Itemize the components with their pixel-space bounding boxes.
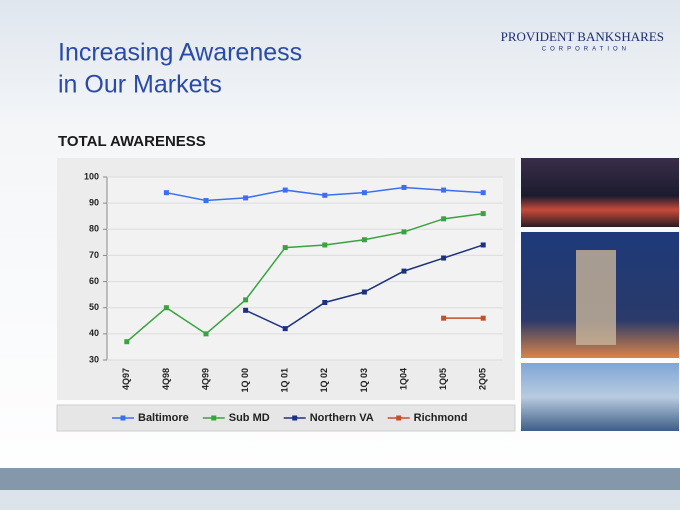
data-point bbox=[480, 211, 486, 217]
data-point bbox=[243, 297, 249, 303]
logo: PROVIDENT BANKSHARES bbox=[501, 29, 664, 44]
legend-marker bbox=[211, 415, 217, 421]
y-tick-label: 90 bbox=[89, 198, 99, 208]
footer-band bbox=[0, 468, 680, 490]
x-tick-label: 1Q 02 bbox=[319, 368, 329, 393]
legend-marker bbox=[120, 415, 126, 421]
data-point bbox=[480, 242, 486, 248]
data-point bbox=[322, 242, 328, 248]
y-tick-label: 40 bbox=[89, 328, 99, 338]
x-tick-label: 1Q 01 bbox=[280, 368, 290, 393]
x-tick-label: 1Q04 bbox=[398, 368, 408, 390]
x-tick-label: 1Q05 bbox=[438, 368, 448, 390]
y-tick-label: 70 bbox=[89, 250, 99, 260]
photo-building bbox=[576, 250, 616, 345]
y-tick-label: 30 bbox=[89, 354, 99, 364]
x-tick-label: 1Q 00 bbox=[240, 368, 250, 393]
data-point bbox=[361, 190, 367, 196]
legend-label: Northern VA bbox=[310, 412, 374, 424]
data-point bbox=[480, 190, 486, 196]
data-point bbox=[441, 187, 447, 193]
x-tick-label: 1Q 03 bbox=[359, 368, 369, 393]
y-tick-label: 100 bbox=[84, 171, 99, 181]
legend-label: Baltimore bbox=[138, 412, 189, 424]
data-point bbox=[401, 268, 407, 274]
data-point bbox=[441, 255, 447, 261]
footer-strip bbox=[0, 490, 680, 510]
y-tick-label: 80 bbox=[89, 224, 99, 234]
photo bbox=[521, 363, 679, 431]
data-point bbox=[480, 315, 486, 321]
data-point bbox=[243, 195, 249, 201]
data-point bbox=[441, 315, 447, 321]
data-point bbox=[282, 187, 288, 193]
slide-title: Increasing Awareness bbox=[58, 39, 302, 67]
slide-title: in Our Markets bbox=[58, 71, 222, 99]
data-point bbox=[282, 326, 288, 332]
data-point bbox=[322, 299, 328, 305]
legend-label: Richmond bbox=[414, 412, 468, 424]
y-tick-label: 50 bbox=[89, 302, 99, 312]
series-line bbox=[126, 212, 484, 343]
data-point bbox=[282, 245, 288, 251]
data-point bbox=[322, 192, 328, 198]
data-point bbox=[441, 216, 447, 222]
data-point bbox=[163, 305, 169, 311]
plot-area bbox=[107, 177, 503, 360]
x-tick-label: 4Q99 bbox=[200, 368, 210, 390]
data-point bbox=[203, 331, 209, 337]
legend-label: Sub MD bbox=[229, 412, 270, 424]
logo-sub: CORPORATION bbox=[542, 47, 630, 53]
chart-title: TOTAL AWARENESS bbox=[58, 133, 206, 150]
data-point bbox=[243, 307, 249, 313]
x-tick-label: 4Q97 bbox=[121, 368, 131, 390]
photo bbox=[521, 158, 679, 227]
data-point bbox=[401, 229, 407, 235]
x-tick-label: 2Q05 bbox=[478, 368, 488, 390]
data-point bbox=[203, 198, 209, 204]
data-point bbox=[361, 237, 367, 243]
legend-marker bbox=[292, 415, 298, 421]
data-point bbox=[163, 190, 169, 196]
data-point bbox=[401, 184, 407, 190]
legend-marker bbox=[396, 415, 402, 421]
x-tick-label: 4Q98 bbox=[161, 368, 171, 390]
data-point bbox=[361, 289, 367, 295]
y-tick-label: 60 bbox=[89, 276, 99, 286]
data-point bbox=[124, 339, 130, 345]
